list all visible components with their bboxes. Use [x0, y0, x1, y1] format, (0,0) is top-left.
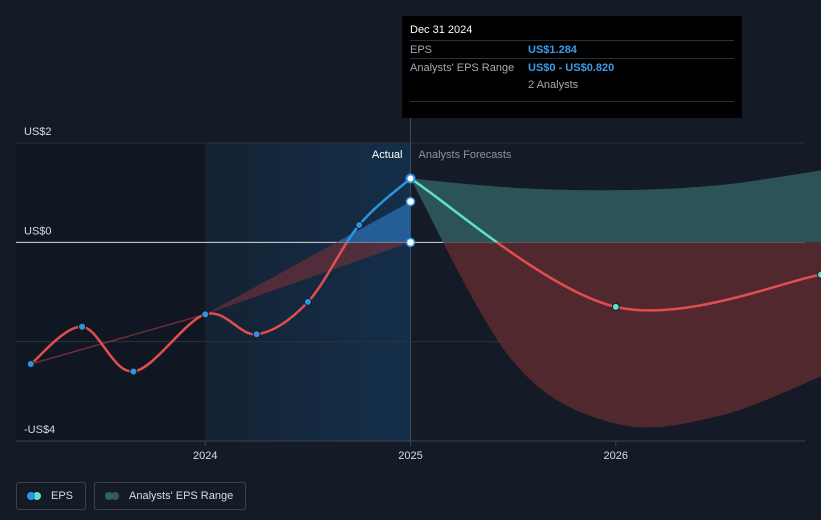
legend-eps-dot-a: [27, 492, 35, 500]
forecast-label: Analysts Forecasts: [419, 149, 512, 161]
eps-point-6: [355, 220, 364, 229]
x-tick-label-1: 2025: [398, 450, 422, 462]
tooltip-divider: [410, 101, 734, 102]
actual-highlight-band: [205, 143, 411, 441]
range-band-positive: [410, 170, 821, 243]
legend-range-label: Analysts' EPS Range: [129, 490, 234, 502]
tooltip-date: Dec 31 2024: [410, 24, 473, 36]
x-tick-label-0: 2024: [193, 450, 217, 462]
past-range-negative: [205, 242, 411, 315]
forecast-line-positive: [409, 177, 500, 243]
tooltip-row-range: Analysts' EPS Range US$0 - US$0.820: [410, 58, 734, 76]
tooltip-analysts: 2 Analysts: [528, 78, 579, 91]
legend-range-dot-a: [105, 492, 114, 500]
eps-point-2: [129, 367, 138, 376]
eps-line-positive: [345, 177, 412, 243]
eps-point-1: [78, 322, 87, 331]
hover-tooltip: Dec 31 2024 EPS US$1.284 Analysts' EPS R…: [402, 16, 742, 118]
y-tick-label-2: -US$4: [24, 424, 55, 436]
tooltip-range-key: Analysts' EPS Range: [410, 61, 515, 74]
chart-points: [26, 173, 821, 376]
forecast-point-1: [817, 270, 821, 279]
actual-label: Actual: [372, 149, 403, 161]
y-tick-label-1: US$0: [24, 225, 52, 237]
range-band-negative: [443, 242, 821, 428]
tooltip-eps-key: EPS: [410, 43, 433, 56]
range-marker-1: [405, 237, 416, 248]
legend-range-swatch: [105, 492, 121, 500]
eps-point-0: [26, 360, 35, 369]
chart-background: [16, 143, 411, 441]
legend-eps-label: EPS: [51, 490, 74, 502]
forecast-range: [30, 170, 821, 428]
legend-eps[interactable]: EPS: [16, 482, 87, 510]
range-marker-0: [405, 196, 416, 207]
legend-range[interactable]: Analysts' EPS Range: [94, 482, 247, 510]
legend-range-dot-b: [111, 492, 120, 500]
eps-point-7: [405, 173, 416, 184]
past-shade: [16, 143, 206, 441]
y-tick-label-0: US$2: [24, 126, 52, 138]
tooltip-row-eps: EPS US$1.284: [410, 40, 734, 58]
chart-labels: US$2 US$0 -US$4 2024 2025 2026 Actual Analysts …: [24, 126, 628, 462]
eps-point-4: [252, 330, 261, 339]
legend-eps-swatch: [27, 492, 43, 500]
tooltip-eps-value: US$1.284: [528, 43, 577, 56]
eps-line-negative: [29, 242, 349, 373]
tooltip-range-value: US$0 - US$0.820: [528, 61, 615, 74]
eps-point-3: [201, 310, 210, 319]
trend-line: [30, 313, 206, 365]
tooltip-row-analysts: 2 Analysts: [410, 76, 734, 93]
chart-legend: EPS Analysts' EPS Range: [16, 482, 247, 510]
eps-point-5: [303, 297, 312, 306]
legend-eps-dot-b: [33, 492, 41, 500]
forecast-point-0: [611, 302, 620, 311]
x-tick-label-2: 2026: [604, 450, 628, 462]
